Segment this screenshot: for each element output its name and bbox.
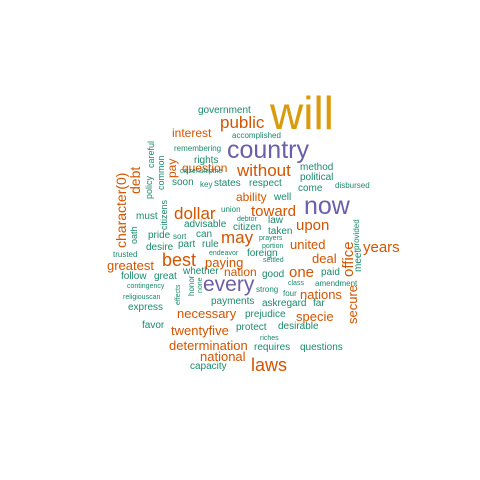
word: desire: [146, 242, 174, 253]
word: part: [178, 239, 196, 250]
word: states: [214, 178, 241, 189]
word: amendment: [315, 279, 358, 288]
word: soon: [172, 177, 194, 188]
word: careful: [146, 140, 156, 168]
word: protect: [236, 322, 267, 333]
word: rights: [194, 155, 219, 166]
word: specie: [296, 309, 334, 324]
word: strong: [256, 285, 279, 294]
word: pay: [165, 158, 179, 178]
word: great: [154, 271, 177, 282]
word: citizenshipthe: [180, 168, 223, 175]
word: endeavor: [209, 250, 239, 257]
word: respect: [249, 178, 282, 189]
word: determination: [169, 338, 248, 353]
word: advisable: [184, 219, 227, 230]
word: without: [237, 161, 291, 180]
word: prayers: [259, 235, 283, 242]
word: class: [288, 280, 304, 287]
word: secure: [345, 284, 360, 324]
word: interest: [172, 126, 212, 140]
word: provided: [352, 219, 361, 250]
word: good: [262, 269, 285, 280]
word: character(0): [113, 172, 129, 248]
word: questions: [300, 342, 343, 353]
word: one: [289, 264, 315, 281]
word: favor: [142, 320, 165, 331]
word: paid: [321, 267, 340, 278]
word: political: [300, 172, 334, 183]
word: debt: [127, 166, 143, 194]
word: paying: [205, 255, 244, 270]
word: citizen: [233, 222, 262, 233]
word: settled: [263, 257, 284, 264]
word: union: [221, 205, 241, 214]
word: rule: [202, 239, 219, 250]
word: come: [298, 183, 323, 194]
word: pride: [148, 230, 171, 241]
word: must: [136, 211, 158, 222]
word: taken: [268, 226, 293, 237]
word: national: [200, 349, 246, 364]
word: laws: [251, 355, 288, 375]
word: can: [196, 229, 213, 240]
word: honor: [187, 275, 196, 296]
word: government: [198, 105, 251, 116]
word: necessary: [177, 306, 237, 321]
word: law: [268, 215, 284, 226]
word: years: [363, 239, 400, 256]
word: nation: [224, 265, 257, 279]
word: country: [227, 136, 309, 164]
word: desirable: [278, 321, 319, 332]
word: sort: [173, 232, 187, 241]
word: foreign: [247, 248, 278, 259]
word: dollar: [174, 204, 216, 223]
word: contingency: [127, 283, 165, 290]
word: upon: [296, 217, 330, 234]
word: follow: [121, 271, 147, 282]
word: requires: [254, 342, 291, 353]
word: none: [197, 277, 204, 293]
word: now: [304, 192, 350, 220]
word: common: [156, 155, 166, 190]
word: key: [200, 180, 213, 189]
word: citizens: [159, 199, 169, 230]
word: well: [274, 192, 292, 203]
word: debtor: [237, 216, 257, 223]
word: every: [203, 273, 255, 296]
word: will: [270, 87, 334, 139]
word: nations: [300, 287, 342, 302]
word: accomplished: [232, 131, 281, 140]
word: far: [313, 298, 325, 309]
word: disbursed: [335, 181, 370, 190]
word: riches: [260, 335, 279, 342]
word: toward: [251, 203, 297, 220]
word: remembering: [174, 144, 222, 153]
word: payments: [211, 296, 255, 307]
word: ability: [236, 190, 267, 204]
word: capacity: [190, 361, 227, 372]
word: meet: [353, 249, 364, 272]
word: religiouscan: [123, 294, 161, 301]
word: oath: [129, 226, 139, 244]
word: method: [300, 162, 334, 173]
word: united: [290, 237, 326, 252]
word: greatest: [107, 258, 154, 273]
word: policy: [144, 175, 154, 199]
word: askregard: [262, 298, 307, 309]
word: may: [221, 228, 254, 247]
word: effects: [175, 284, 182, 306]
word: trusted: [113, 250, 138, 259]
word: whether: [183, 266, 219, 277]
word: prejudice: [245, 309, 286, 320]
word: deal: [312, 251, 337, 266]
word: four: [283, 289, 297, 298]
word: twentyfive: [171, 323, 229, 338]
word: portion: [262, 243, 284, 250]
word: best: [162, 250, 197, 270]
word: question: [182, 161, 228, 175]
word: public: [220, 113, 265, 132]
word: express: [128, 302, 164, 313]
